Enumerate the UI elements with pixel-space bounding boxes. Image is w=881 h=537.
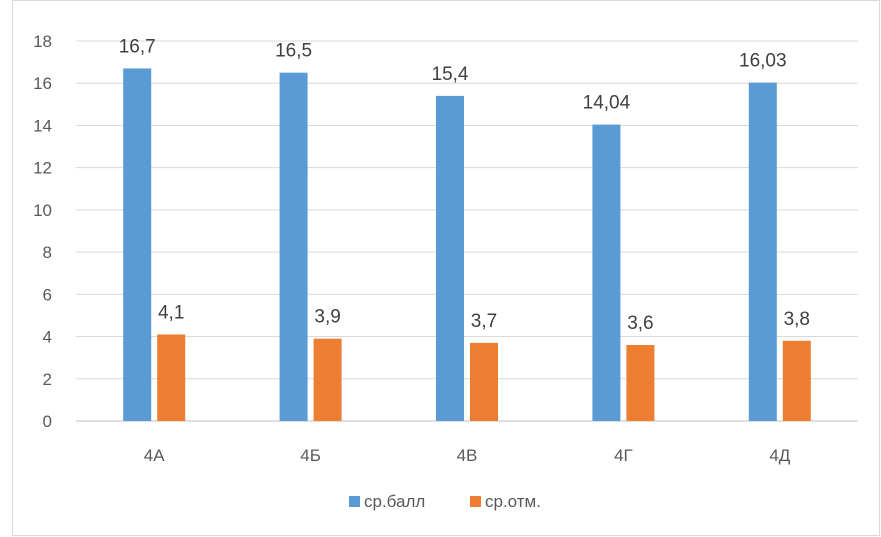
x-tick-label: 4В <box>457 446 478 465</box>
x-tick-label: 4Д <box>769 446 790 465</box>
data-label: 16,7 <box>119 36 156 57</box>
gridlines <box>76 40 858 422</box>
y-axis-tick-labels: 0 2 4 6 8 10 12 14 16 18 <box>33 32 52 431</box>
bar-avg-grade-3 <box>470 342 498 421</box>
data-label: 16,5 <box>275 41 312 62</box>
y-tick-label: 12 <box>33 159 52 178</box>
data-label: 3,9 <box>314 307 340 328</box>
bar-avg-score-2 <box>279 72 308 422</box>
bar-avg-score-5 <box>748 82 777 421</box>
y-tick-label: 14 <box>33 116 52 135</box>
legend: ср.балл ср.отм. <box>349 492 541 511</box>
y-tick-label: 6 <box>43 285 52 304</box>
bars <box>123 68 811 422</box>
x-tick-label: 4Г <box>614 446 633 465</box>
legend-label: ср.отм. <box>485 492 541 511</box>
y-tick-label: 4 <box>43 328 52 347</box>
y-tick-label: 8 <box>43 243 52 262</box>
y-tick-label: 16 <box>33 74 52 93</box>
x-tick-label: 4А <box>144 446 165 465</box>
legend-label: ср.балл <box>364 492 425 511</box>
data-label: 3,7 <box>471 311 497 332</box>
legend-swatch <box>470 496 481 507</box>
x-axis-tick-labels: 4А 4Б 4В 4Г 4Д <box>144 446 791 465</box>
bar-avg-grade-4 <box>626 345 655 421</box>
bar-avg-grade-2 <box>313 338 342 421</box>
data-label: 3,8 <box>784 309 810 330</box>
legend-swatch <box>349 496 360 507</box>
bar-avg-grade-5 <box>782 340 811 421</box>
data-label: 15,4 <box>432 64 469 85</box>
bar-avg-grade-1 <box>157 334 186 421</box>
bar-avg-score-4 <box>592 124 621 421</box>
bar-avg-score-1 <box>123 68 152 421</box>
bar-avg-score-3 <box>436 95 464 421</box>
x-tick-label: 4Б <box>300 446 321 465</box>
y-tick-label: 18 <box>33 32 52 51</box>
data-label: 3,6 <box>627 313 653 334</box>
data-label: 16,03 <box>739 51 787 72</box>
y-tick-label: 2 <box>43 370 52 389</box>
y-tick-label: 0 <box>43 412 52 431</box>
data-label: 4,1 <box>158 302 184 323</box>
data-labels: 16,7 4,1 16,5 3,9 15,4 3,7 14,04 3,6 16,03 3,8 <box>119 36 810 334</box>
data-label: 14,04 <box>583 93 631 114</box>
y-tick-label: 10 <box>33 201 52 220</box>
